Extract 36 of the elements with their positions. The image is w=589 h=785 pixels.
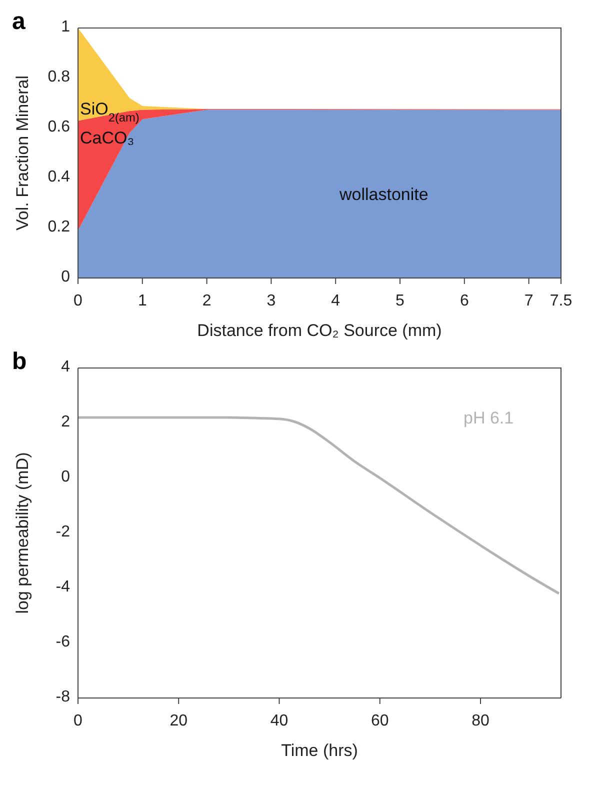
text: pH 6.1: [464, 408, 514, 428]
series-label: SiO$_{2(am)}$: [80, 100, 140, 125]
x-tick-label: 5: [396, 292, 405, 310]
y-tick-label: 0.4: [48, 168, 70, 186]
x-tick-label: 40: [270, 712, 288, 730]
chart-title: b: [12, 348, 27, 376]
x-tick-label: 60: [370, 712, 389, 730]
y-tick-label: 0: [61, 268, 70, 286]
x-tick-label: 3: [266, 292, 276, 310]
y-tick-label: 0.8: [48, 68, 70, 86]
chart-title: a: [12, 8, 26, 36]
y-axis-title: Vol. Fraction Mineral: [13, 76, 32, 230]
x-tick-label: 1: [138, 292, 147, 310]
x-axis-title: Distance from CO₂ Source (mm): [197, 321, 442, 340]
x-tick-label: 7: [524, 292, 534, 310]
series-label: wollastonite: [338, 184, 428, 204]
y-tick-label: 2: [61, 414, 70, 431]
x-axis-title: Time (hrs): [281, 741, 358, 760]
y-tick-label: 0.6: [48, 118, 70, 136]
x-tick-label: 80: [472, 712, 490, 730]
y-tick-label: 0: [61, 468, 70, 486]
y-tick-label: 1: [61, 18, 70, 36]
x-tick-label: 6: [460, 292, 469, 310]
y-tick-label: 0.2: [48, 218, 70, 236]
y-tick-label: -6: [56, 634, 70, 651]
y-axis-title: log permeability (mD): [13, 452, 32, 614]
y-tick-label: 4: [61, 358, 70, 376]
x-tick-label: 2: [202, 292, 212, 310]
y-tick-label: -2: [56, 524, 70, 541]
x-tick-label: 0: [74, 712, 83, 730]
x-tick-label: 0: [74, 292, 83, 310]
y-tick-label: -4: [56, 578, 70, 596]
x-tick-label: 4: [331, 292, 340, 310]
y-tick-label: -8: [56, 688, 70, 706]
x-tick-label: 20: [170, 712, 188, 730]
x-tick-label: 7.5: [550, 292, 572, 310]
